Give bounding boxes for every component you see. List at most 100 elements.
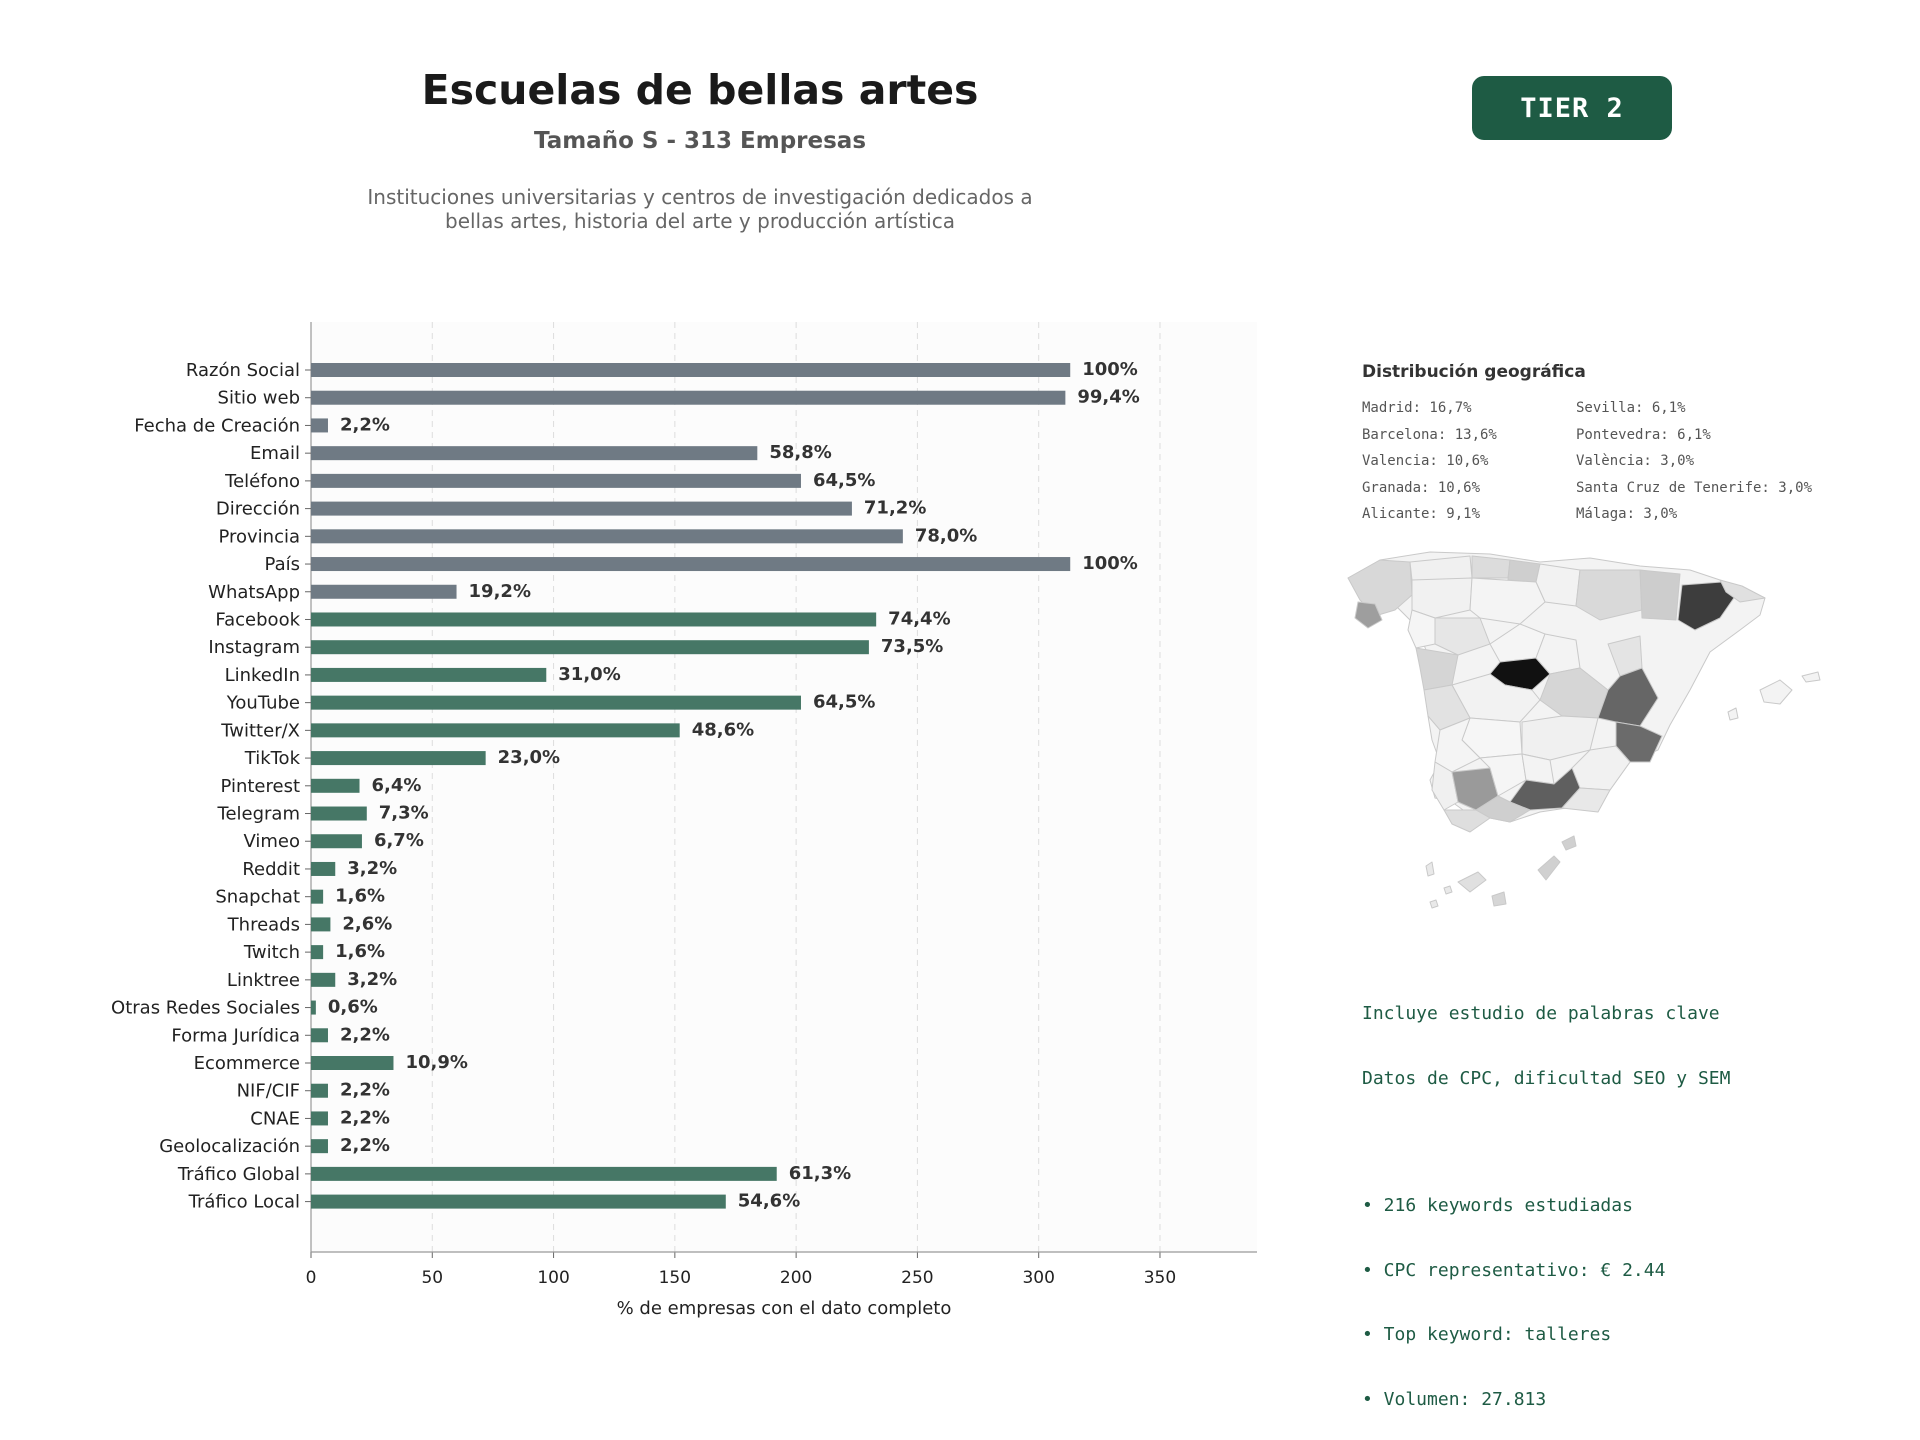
map-huelva: [1431, 761, 1459, 811]
data-label: 73,5%: [881, 636, 943, 657]
data-label: 2,2%: [340, 414, 390, 435]
map-cadiz: [1443, 809, 1491, 833]
category-label: TikTok: [244, 748, 301, 769]
bar: [311, 529, 903, 544]
x-tick-label: 150: [659, 1268, 691, 1288]
x-tick-label: 250: [901, 1268, 933, 1288]
x-tick-label: 350: [1144, 1268, 1176, 1288]
map-gomera: [1443, 885, 1453, 895]
data-label: 2,2%: [340, 1135, 390, 1156]
data-label: 10,9%: [405, 1052, 467, 1073]
bar: [311, 806, 367, 821]
category-label: Provincia: [218, 526, 300, 547]
bar: [311, 1056, 394, 1070]
data-label: 31,0%: [558, 664, 620, 685]
bar: [311, 1000, 316, 1015]
category-label: Snapchat: [215, 887, 300, 908]
category-label: CNAE: [250, 1108, 300, 1129]
category-label: Geolocalización: [159, 1136, 300, 1157]
data-label: 64,5%: [813, 692, 875, 713]
sector-description: Instituciones universitarias y centros d…: [300, 185, 1100, 233]
category-label: WhatsApp: [208, 582, 300, 603]
category-label: Razón Social: [186, 360, 300, 381]
category-label: NIF/CIF: [237, 1081, 300, 1102]
bar: [311, 695, 801, 710]
category-label: Telegram: [217, 804, 300, 825]
category-label: Vimeo: [243, 831, 300, 852]
category-label: Tráfico Global: [177, 1164, 300, 1185]
description-line: bellas artes, historia del arte y produc…: [445, 209, 955, 233]
data-label: 0,6%: [328, 997, 378, 1018]
chart-title: Escuelas de bellas artes: [421, 66, 979, 114]
bar: [311, 363, 1071, 377]
map-lanzarote: [1561, 835, 1577, 851]
bar: [311, 1028, 328, 1043]
category-label: País: [265, 554, 300, 575]
category-label: Twitch: [243, 942, 300, 963]
data-label: 3,2%: [347, 858, 397, 879]
category-label: Ecommerce: [194, 1053, 300, 1074]
category-label: LinkedIn: [225, 665, 300, 686]
map-basque: [1507, 559, 1541, 583]
x-tick-label: 200: [780, 1268, 812, 1288]
map-cordoba: [1479, 753, 1527, 797]
map-cantabria: [1471, 555, 1511, 579]
bar: [311, 501, 852, 516]
category-label: Instagram: [208, 637, 300, 658]
keywords-spacer: [1362, 1132, 1730, 1152]
bar: [311, 640, 869, 655]
category-label: YouTube: [226, 693, 300, 714]
keywords-bullet: • Volumen: 27.813: [1362, 1388, 1547, 1410]
geo-distribution-list: Madrid: 16,7% Sevilla: 6,1% Barcelona: 1…: [1362, 398, 1882, 525]
keywords-line: Incluye estudio de palabras clave: [1362, 1003, 1720, 1024]
keywords-block: Incluye estudio de palabras clave Datos …: [1362, 960, 1730, 1432]
category-label: Linktree: [227, 970, 300, 991]
keywords-bullet: • Top keyword: talleres: [1362, 1324, 1612, 1345]
map-hierro: [1429, 899, 1439, 909]
data-label: 19,2%: [469, 581, 531, 602]
data-label: 58,8%: [769, 442, 831, 463]
geo-item: Barcelona: 13,6%: [1362, 426, 1497, 443]
bar: [311, 612, 877, 627]
data-label: 2,2%: [340, 1024, 390, 1045]
bar: [311, 889, 324, 904]
map-aragon-north: [1575, 569, 1643, 621]
bar: [311, 557, 1071, 572]
bar: [311, 723, 680, 738]
data-label: 99,4%: [1077, 387, 1139, 408]
map-menorca: [1801, 671, 1821, 683]
bar: [311, 778, 360, 793]
map-zamora: [1407, 609, 1436, 649]
data-label: 100%: [1082, 553, 1138, 574]
category-label: Sitio web: [218, 388, 300, 409]
data-label: 74,4%: [888, 608, 950, 629]
data-label: 61,3%: [789, 1163, 851, 1184]
category-label: Tráfico Local: [188, 1192, 300, 1213]
map-leon: [1411, 577, 1473, 619]
geo-item: Santa Cruz de Tenerife: 3,0%: [1576, 479, 1813, 496]
geo-item: Alicante: 9,1%: [1362, 506, 1481, 522]
geo-title: Distribución geográfica: [1362, 362, 1586, 382]
tier-badge: TIER 2: [1472, 76, 1672, 140]
data-label: 54,6%: [738, 1191, 800, 1212]
bar: [311, 917, 331, 932]
bar: [311, 1111, 328, 1126]
x-tick-label: 100: [537, 1268, 569, 1288]
data-label: 64,5%: [813, 470, 875, 491]
category-label: Facebook: [215, 609, 300, 630]
map-girona: [1719, 579, 1766, 603]
map-guadalajara: [1535, 633, 1581, 675]
geo-item: Sevilla: 6,1%: [1576, 400, 1686, 416]
x-tick-label: 50: [421, 1268, 443, 1288]
bar: [311, 473, 801, 488]
keywords-line: Datos de CPC, dificultad SEO y SEM: [1362, 1067, 1731, 1089]
category-label: Dirección: [216, 499, 300, 520]
map-salamanca: [1415, 647, 1459, 691]
category-label: Teléfono: [224, 471, 300, 492]
description-line: Instituciones universitarias y centros d…: [367, 185, 1033, 209]
bar: [311, 972, 336, 987]
map-valencia: [1597, 667, 1659, 727]
data-label: 100%: [1082, 359, 1138, 380]
map-grancanaria: [1491, 891, 1507, 907]
geo-item: València: 3,0%: [1576, 453, 1695, 469]
